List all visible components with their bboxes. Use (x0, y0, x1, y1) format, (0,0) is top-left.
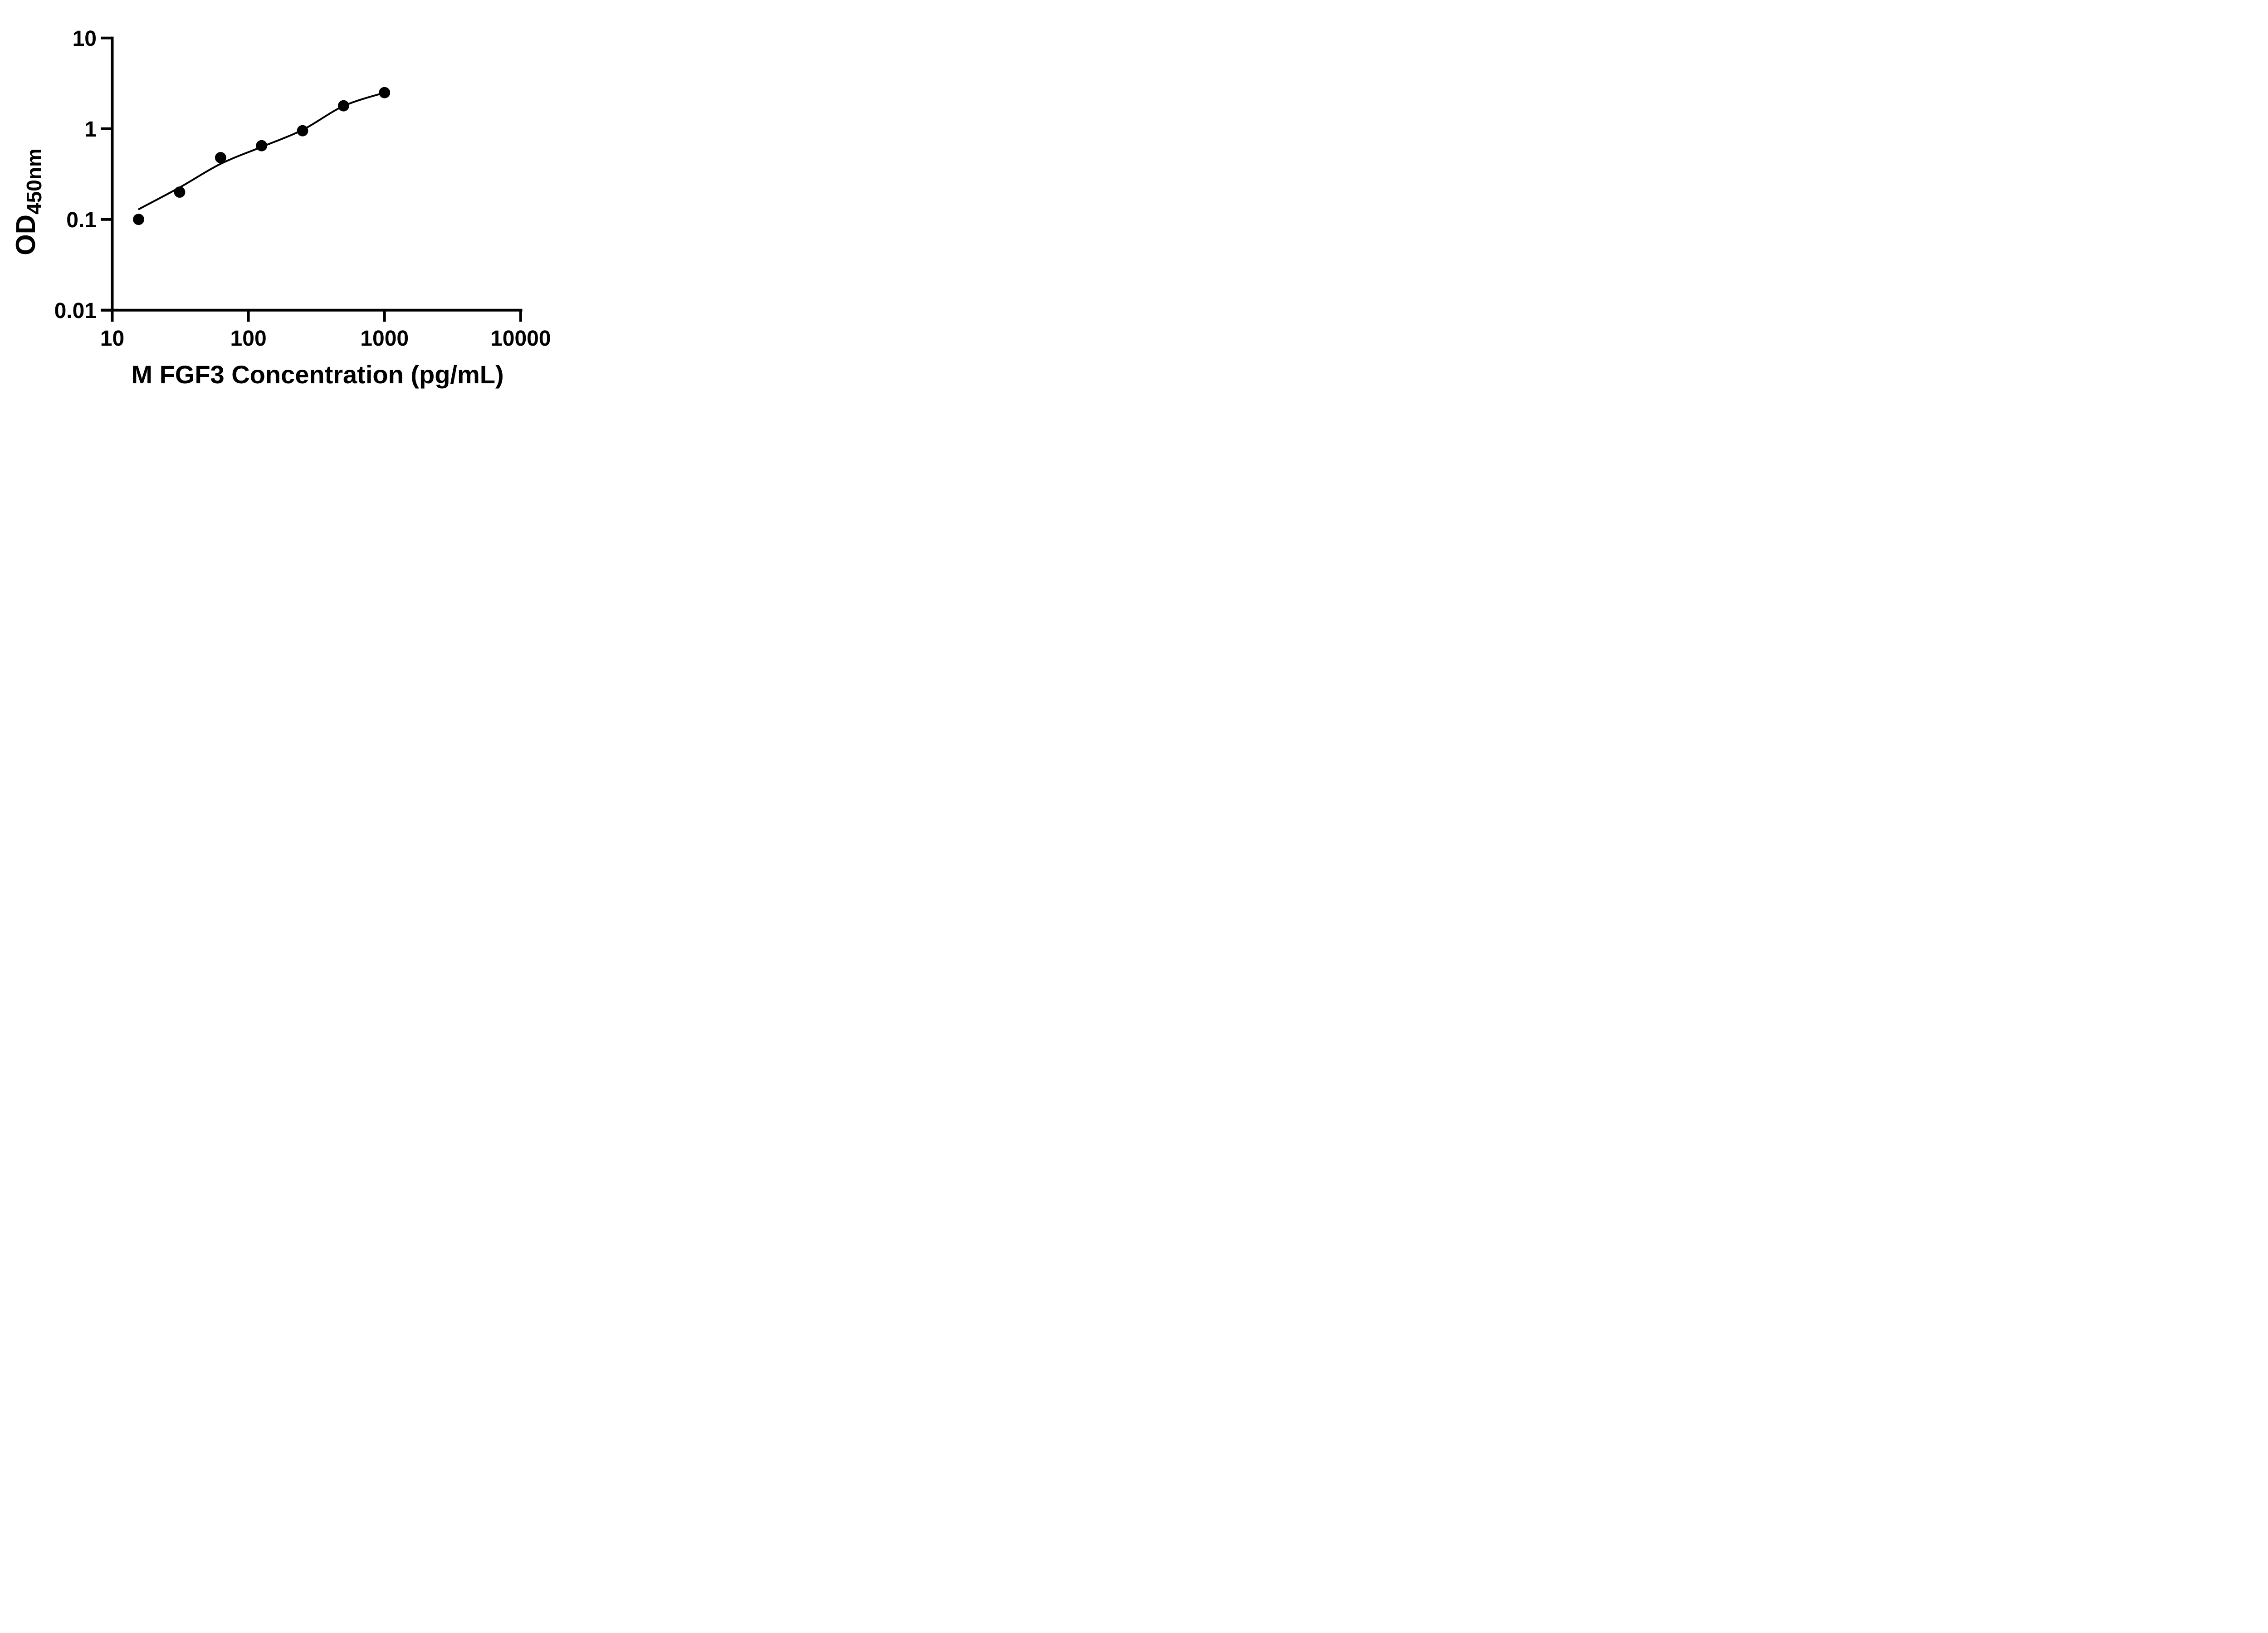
x-tick-label: 1000 (360, 327, 409, 351)
y-tick-label: 0.1 (66, 208, 97, 232)
data-point (215, 152, 226, 163)
data-point (256, 140, 268, 152)
data-point (379, 87, 391, 98)
elisa-standard-curve-figure: 10 1 0.1 0.01 10 100 1000 10000 M FGF3 Concentr… (0, 0, 583, 408)
x-tick-label: 10 (100, 327, 124, 351)
y-axis-title: OD450nm (10, 148, 46, 255)
y-axis-title-subscript: 450nm (22, 148, 46, 215)
x-axis-title: M FGF3 Concentration (pg/mL) (131, 360, 503, 389)
y-axis-title-main: OD (10, 215, 41, 255)
y-tick-label: 1 (84, 117, 97, 142)
y-tick-label: 10 (73, 27, 97, 51)
y-tick-label: 0.01 (54, 299, 97, 323)
axes (101, 36, 523, 322)
data-points-layer (133, 87, 391, 225)
x-tick-label: 10000 (490, 327, 551, 351)
data-point (133, 214, 144, 225)
data-point (338, 100, 349, 112)
x-tick-label: 100 (230, 327, 267, 351)
data-point (297, 125, 308, 137)
data-point (174, 186, 186, 198)
